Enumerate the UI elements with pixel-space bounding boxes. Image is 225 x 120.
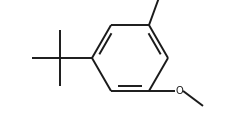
Text: O: O <box>175 86 183 96</box>
